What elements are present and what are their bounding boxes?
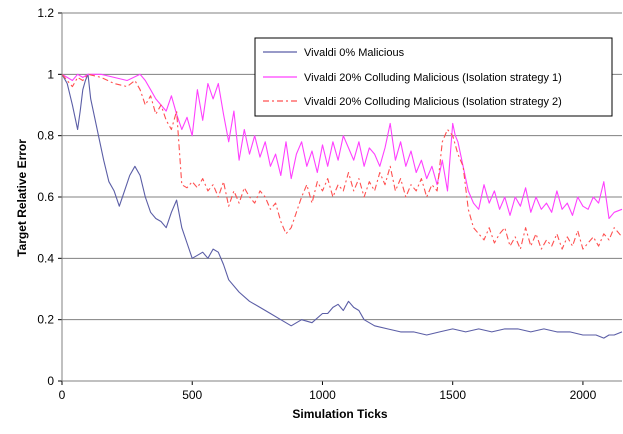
legend-box (254, 37, 613, 117)
x-tick-label: 0 (59, 388, 66, 402)
y-tick-label: 0.4 (37, 251, 54, 265)
x-tick-label: 500 (182, 388, 202, 402)
x-axis-title: Simulation Ticks (292, 407, 387, 421)
legend-label-series-2: Vivaldi 20% Colluding Malicious (Isolati… (304, 96, 562, 108)
axes (58, 12, 622, 385)
x-tick-label: 1500 (439, 388, 466, 402)
y-tick-label: 1 (47, 67, 54, 81)
legend-label-series-1: Vivaldi 20% Colluding Malicious (Isolati… (304, 72, 562, 84)
y-tick-label: 1.2 (37, 6, 54, 20)
series-line-0 (61, 73, 623, 339)
y-tick-label: 0 (47, 374, 54, 388)
series-line-1 (61, 73, 623, 220)
legend: Vivaldi 0% Malicious Vivaldi 20% Colludi… (254, 37, 613, 117)
x-tick-label: 2000 (570, 388, 597, 402)
series-lines (61, 73, 623, 339)
y-tick-label: 0.2 (37, 313, 54, 327)
y-axis-title: Target Relative Error (15, 139, 29, 257)
y-tick-label: 0.6 (37, 190, 54, 204)
legend-label-series-0: Vivaldi 0% Malicious (304, 47, 405, 59)
x-tick-label: 1000 (309, 388, 336, 402)
series-line-2 (61, 73, 623, 250)
tick-labels: 0 0.2 0.4 0.6 0.8 1 1.2 0 500 1000 1500 2000 (37, 6, 596, 402)
y-tick-label: 0.8 (37, 129, 54, 143)
